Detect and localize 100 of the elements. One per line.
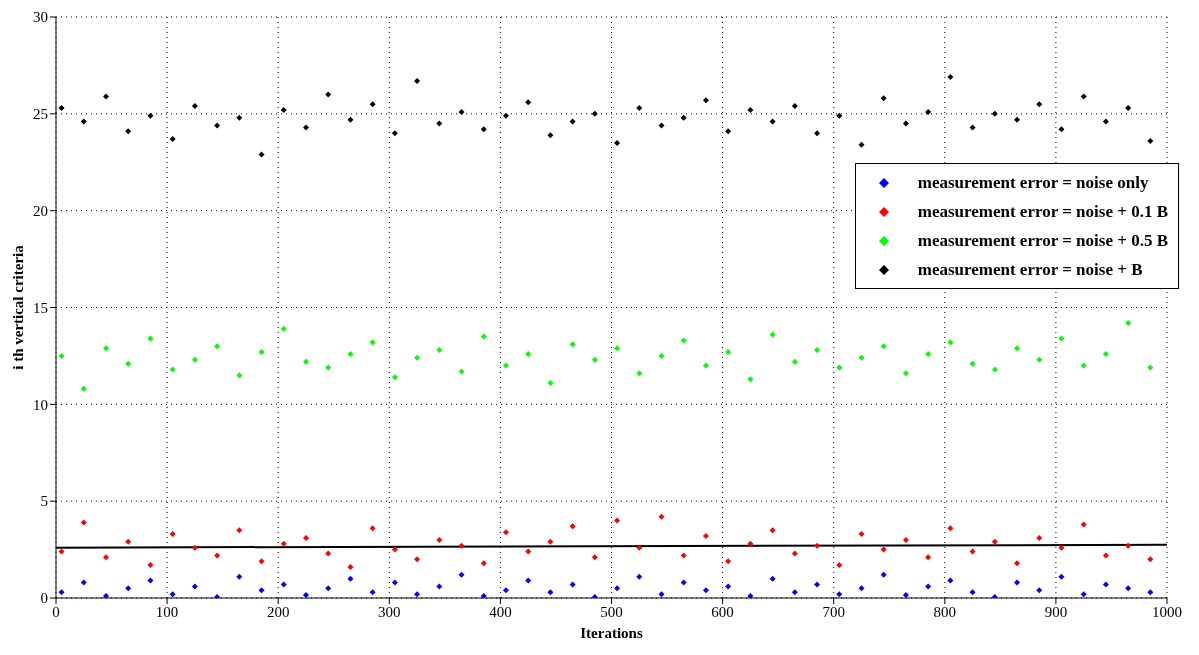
y-tick-label: 5 [40, 493, 48, 510]
point [502, 529, 509, 536]
point [991, 110, 998, 117]
x-tick-label: 300 [378, 603, 401, 620]
point [1147, 589, 1154, 596]
point [791, 103, 798, 110]
point [502, 362, 509, 369]
point [947, 577, 954, 584]
point [1147, 137, 1154, 144]
point [991, 366, 998, 373]
legend-label: measurement error = noise + 0.1 B [917, 201, 1168, 222]
point [502, 587, 509, 594]
point [725, 558, 732, 565]
point [569, 523, 576, 530]
point [591, 110, 598, 117]
point [302, 124, 309, 131]
y-tick-label: 30 [33, 9, 48, 26]
point [103, 593, 109, 598]
point [436, 347, 443, 354]
point [125, 538, 132, 545]
point [969, 548, 976, 555]
x-tick-label: 600 [711, 603, 734, 620]
point [347, 564, 354, 571]
point [791, 358, 798, 365]
point [125, 585, 132, 592]
point [880, 546, 887, 553]
point [747, 376, 754, 383]
point [369, 525, 376, 532]
point [525, 99, 532, 106]
point [547, 538, 554, 545]
point [58, 548, 65, 555]
point [1125, 105, 1132, 112]
point [858, 141, 865, 148]
point [769, 118, 776, 125]
point [902, 120, 909, 127]
point [1102, 552, 1109, 559]
point [436, 583, 443, 590]
point [125, 128, 132, 135]
point [1058, 544, 1065, 551]
x-tick-label: 400 [489, 603, 512, 620]
point [836, 112, 843, 119]
point [369, 339, 376, 346]
point [925, 350, 932, 357]
point [1014, 579, 1021, 586]
point [191, 356, 198, 363]
point [391, 374, 398, 381]
point [480, 593, 487, 598]
point [80, 385, 87, 392]
point [414, 77, 421, 84]
point [1014, 560, 1021, 567]
point [458, 542, 465, 549]
point [991, 538, 998, 545]
point [1014, 345, 1021, 352]
point [614, 585, 621, 592]
point [791, 550, 798, 557]
point [947, 339, 954, 346]
point [569, 581, 576, 588]
point [1080, 521, 1087, 528]
point [858, 531, 865, 538]
legend-label: measurement error = noise only [917, 172, 1149, 193]
point [880, 571, 887, 578]
point [58, 352, 65, 359]
y-axis-title: i th vertical criteria [10, 244, 27, 370]
point [414, 591, 421, 598]
point [569, 341, 576, 348]
point [191, 103, 198, 110]
point [258, 558, 265, 565]
point [480, 560, 487, 567]
point [769, 575, 776, 582]
y-tick-label: 25 [33, 106, 48, 123]
point [525, 548, 532, 555]
legend-label: measurement error = noise + B [917, 259, 1143, 280]
point [925, 108, 932, 115]
point [636, 370, 643, 377]
x-tick-label: 700 [822, 603, 845, 620]
point [680, 579, 687, 586]
point [147, 562, 154, 569]
point [614, 345, 621, 352]
point [191, 544, 198, 551]
point [947, 74, 954, 81]
point [258, 349, 265, 356]
point [1125, 585, 1132, 592]
point [969, 124, 976, 131]
point [280, 325, 287, 332]
legend-label: measurement error = noise + 0.5 B [917, 230, 1168, 251]
point [614, 517, 621, 524]
point [658, 122, 665, 129]
x-tick-label: 100 [155, 603, 179, 620]
point [502, 112, 509, 119]
x-tick-label: 900 [1044, 603, 1068, 620]
point [702, 97, 709, 104]
point [1058, 335, 1065, 342]
point [369, 101, 376, 108]
point [103, 93, 109, 100]
point [458, 368, 465, 375]
point [725, 349, 732, 356]
point [480, 126, 487, 133]
point [791, 589, 798, 596]
point [280, 540, 287, 547]
point [80, 519, 87, 526]
